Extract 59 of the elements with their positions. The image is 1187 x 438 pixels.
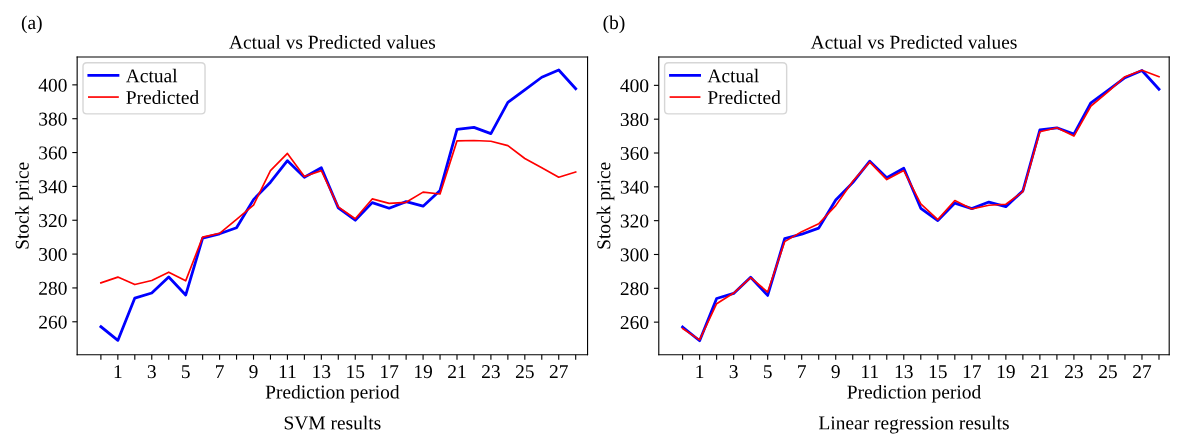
- x-tick-label: 13: [895, 365, 913, 379]
- y-tick-label: 400: [38, 78, 67, 92]
- legend-label: Predicted: [707, 90, 781, 105]
- x-tick-label: 5: [181, 365, 190, 379]
- y-tick-label: 280: [39, 281, 67, 295]
- x-tick-label: 21: [1031, 365, 1049, 378]
- x-tick-label: 15: [347, 365, 365, 379]
- x-tick-label: 9: [831, 365, 840, 379]
- legend-label: Predicted: [126, 90, 199, 105]
- y-tick-label: 320: [39, 214, 67, 228]
- x-axis-title: Prediction period: [265, 384, 400, 403]
- x-tick-label: 21: [448, 365, 466, 378]
- x-tick-label: 19: [997, 365, 1015, 379]
- chart-title: Actual vs Predicted values: [229, 35, 436, 49]
- y-axis-title: Stock price: [15, 162, 33, 249]
- y-tick-label: 360: [620, 146, 649, 160]
- x-tick-label: 7: [798, 365, 806, 378]
- x-tick-label: 15: [929, 365, 947, 379]
- text: Linear regression results: [818, 415, 1009, 434]
- legend-label: Actual: [707, 68, 759, 83]
- x-tick-label: 11: [862, 365, 878, 378]
- x-tick-label: 1: [114, 365, 122, 378]
- text: (b): [603, 15, 625, 34]
- x-tick-label: 1: [696, 365, 704, 378]
- x-tick-label: 19: [415, 365, 433, 379]
- y-tick-label: 300: [39, 247, 67, 262]
- x-tick-label: 17: [963, 365, 981, 378]
- text: (a): [21, 15, 42, 34]
- x-tick-label: 3: [729, 365, 738, 379]
- y-tick-label: 320: [620, 214, 649, 228]
- x-axis-title: Prediction period: [847, 384, 981, 403]
- x-tick-label: 7: [216, 365, 224, 378]
- legend-label: Actual: [125, 68, 178, 83]
- y-tick-label: 260: [620, 315, 649, 330]
- y-tick-label: 380: [39, 112, 67, 126]
- y-tick-label: 360: [39, 146, 67, 160]
- x-tick-label: 9: [249, 365, 258, 379]
- y-tick-label: 380: [620, 113, 649, 127]
- y-tick-label: 340: [39, 180, 67, 194]
- chart-title: Actual vs Predicted values: [810, 35, 1017, 49]
- x-tick-label: 25: [1099, 365, 1117, 379]
- y-tick-label: 300: [620, 248, 649, 262]
- y-axis-title: Stock price: [596, 162, 615, 249]
- y-tick-label: 260: [39, 315, 67, 329]
- x-tick-label: 13: [313, 365, 331, 379]
- x-tick-label: 27: [549, 365, 568, 378]
- x-tick-label: 23: [482, 365, 500, 379]
- x-tick-label: 23: [1065, 365, 1083, 379]
- line-series: [100, 139, 577, 286]
- y-tick-label: 280: [620, 282, 649, 296]
- x-tick-label: 25: [515, 365, 534, 379]
- x-tick-label: 27: [1133, 365, 1152, 378]
- y-tick-label: 340: [620, 180, 649, 194]
- x-tick-label: 5: [763, 365, 772, 379]
- x-tick-label: 11: [279, 365, 296, 378]
- y-tick-label: 400: [620, 79, 649, 93]
- text: SVM results: [284, 415, 381, 430]
- x-tick-label: 3: [147, 365, 156, 379]
- x-tick-label: 17: [381, 365, 399, 378]
